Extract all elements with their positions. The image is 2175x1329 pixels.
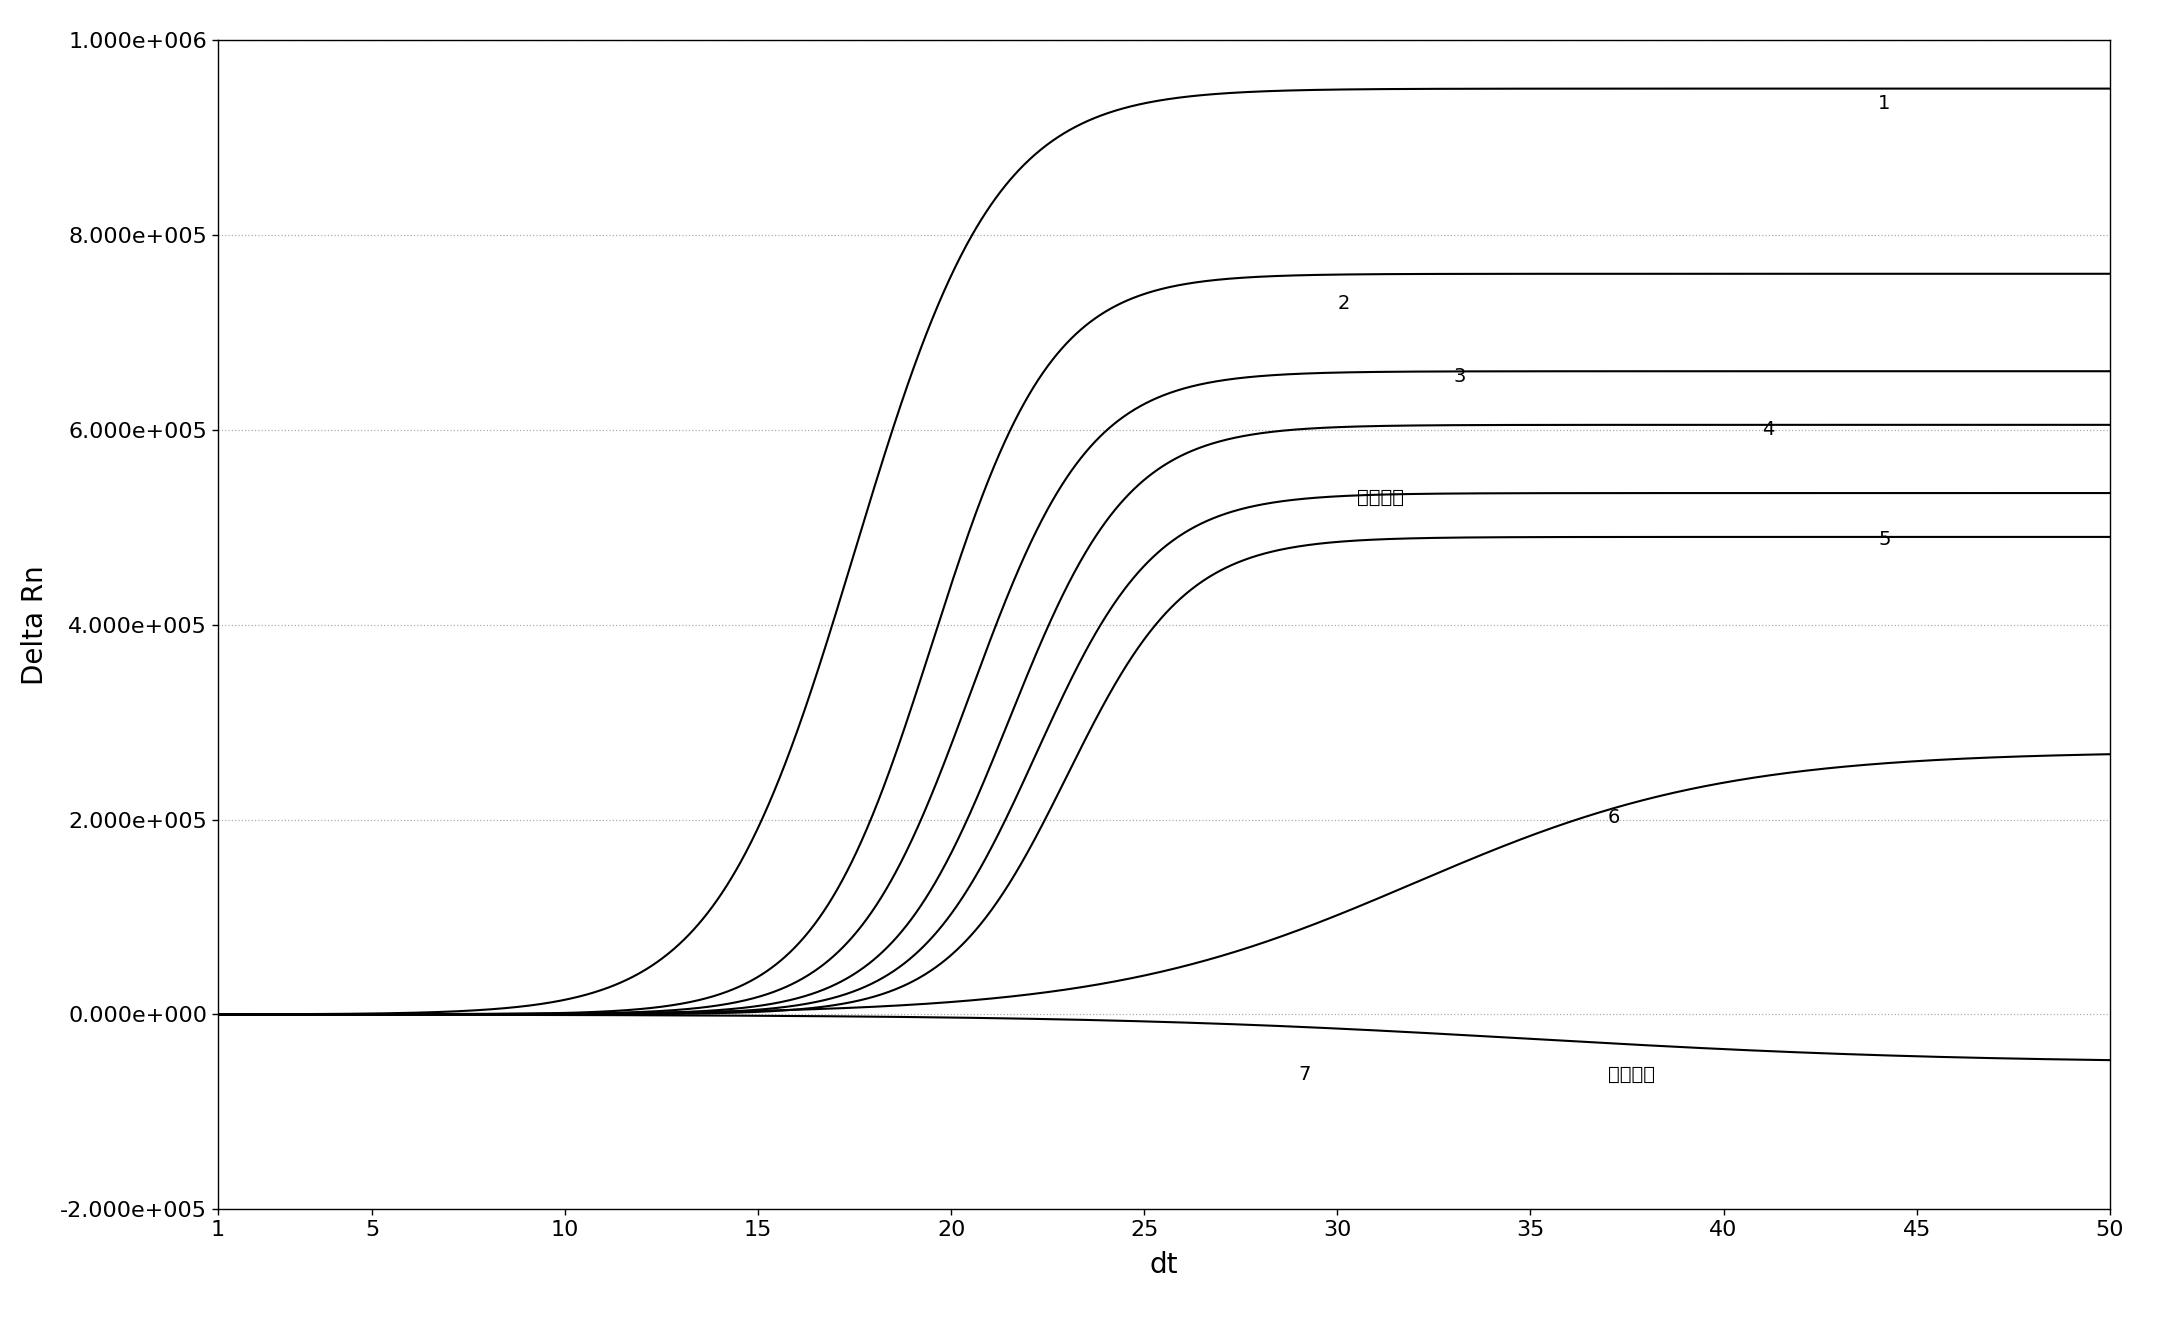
Text: 4: 4: [1762, 420, 1775, 439]
Text: 1: 1: [1877, 94, 1890, 113]
Text: 2: 2: [1338, 294, 1351, 312]
Text: 阴性对照: 阴性对照: [1607, 1066, 1655, 1084]
Text: 3: 3: [1453, 367, 1466, 385]
Text: 阳性对照: 阳性对照: [1357, 489, 1403, 508]
Text: 7: 7: [1298, 1066, 1312, 1084]
Text: 6: 6: [1607, 808, 1620, 827]
X-axis label: dt: dt: [1148, 1251, 1179, 1278]
Y-axis label: Delta Rn: Delta Rn: [22, 565, 50, 684]
Text: 5: 5: [1877, 530, 1890, 549]
